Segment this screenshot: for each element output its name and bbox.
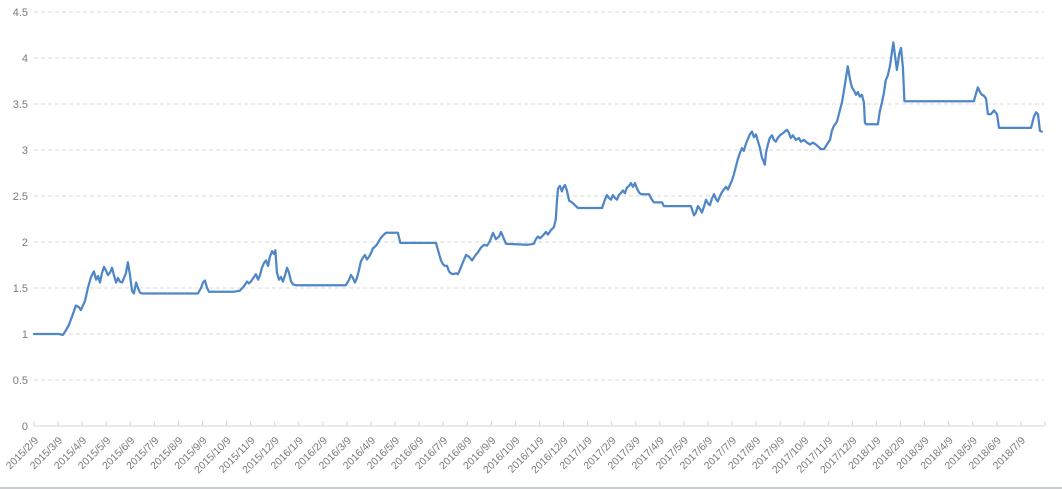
y-axis-label: 4.5 [13,7,28,19]
y-axis-label: 3.5 [13,99,28,111]
y-axis-label: 0 [22,421,28,433]
y-axis-label: 0.5 [13,375,28,387]
series-line [32,41,1043,337]
y-axis-label: 1.5 [13,283,28,295]
bottom-divider [0,487,1062,489]
y-axis-label: 1 [22,329,28,341]
y-axis-label: 2.5 [13,191,28,203]
y-axis-label: 3 [22,145,28,157]
y-axis-label: 4 [22,53,28,65]
y-axis-label: 2 [22,237,28,249]
